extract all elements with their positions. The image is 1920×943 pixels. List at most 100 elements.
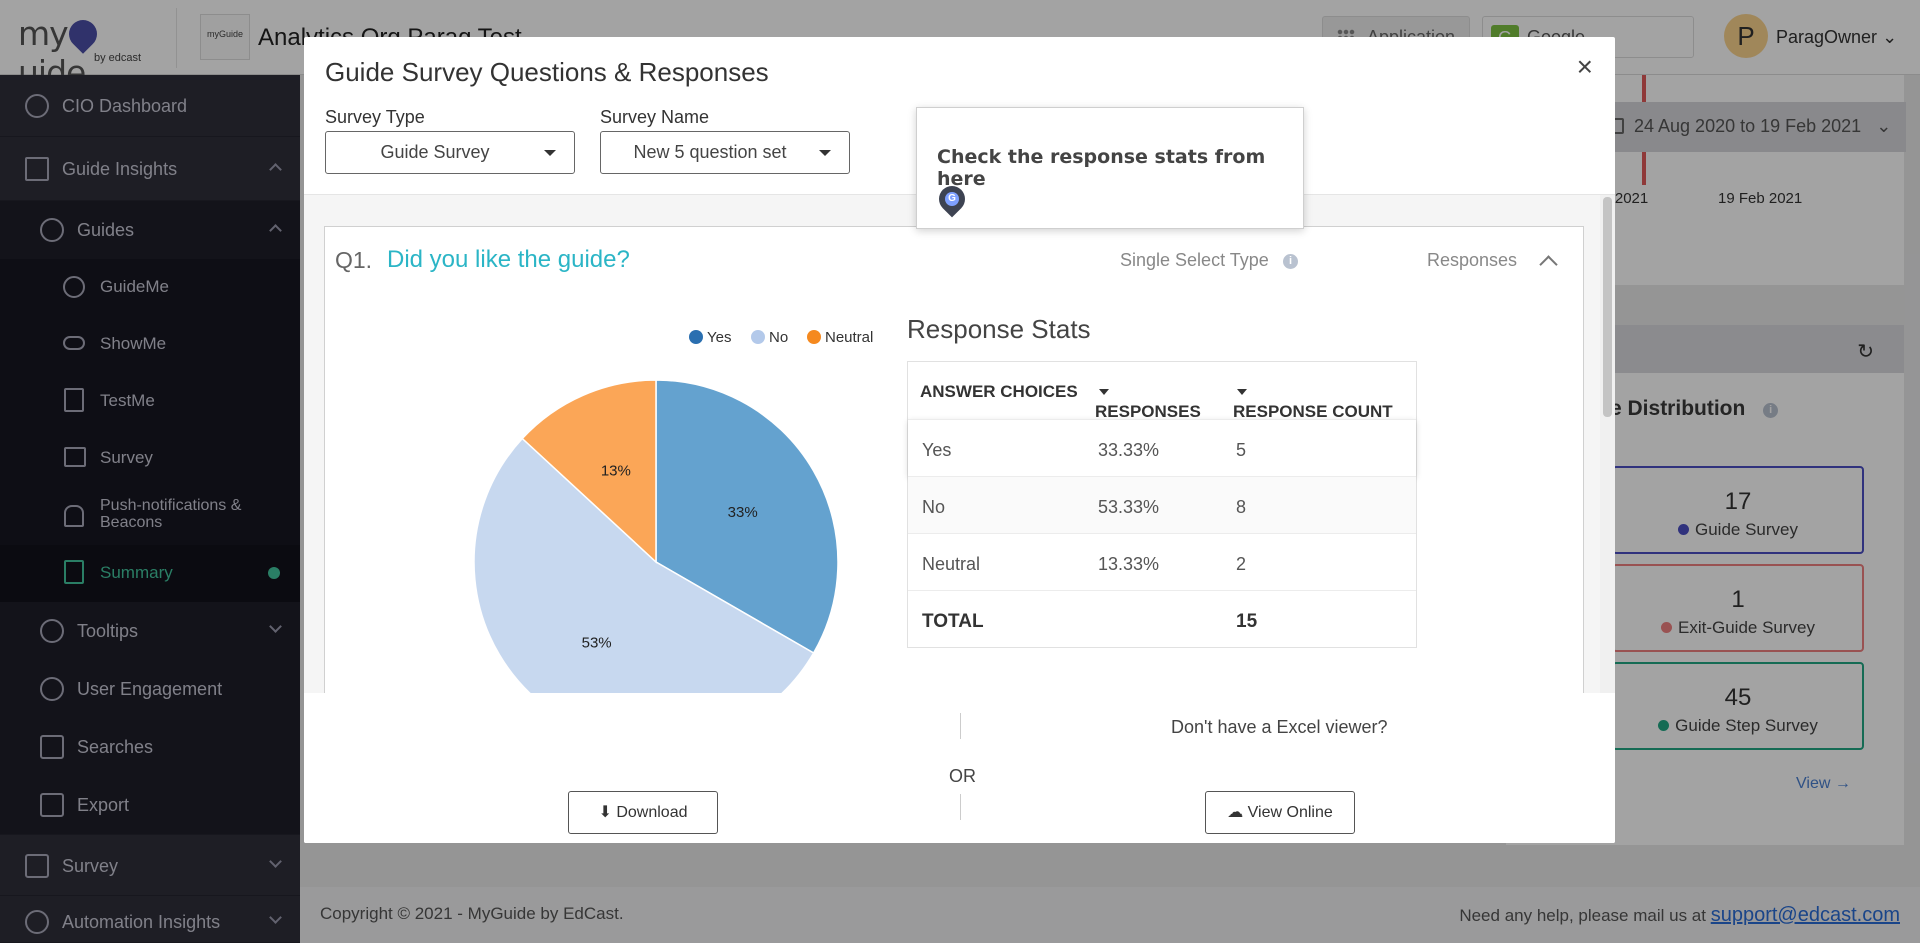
myguide-logo[interactable]: myuide by edcast	[18, 14, 158, 92]
timeline-marker	[1642, 152, 1646, 182]
sidebar-item-guideme[interactable]: GuideMe	[0, 259, 300, 316]
view-online-button[interactable]: ☁ View Online	[1205, 791, 1355, 834]
survey-type-dropdown[interactable]: Guide Survey	[325, 131, 575, 174]
sidebar-item-survey-section[interactable]: Survey	[0, 834, 300, 896]
survey-icon	[64, 447, 86, 467]
stat-exit-guide-survey[interactable]: 1 Exit-Guide Survey	[1612, 564, 1864, 652]
pie-label-neutral: 13%	[601, 462, 631, 479]
sidebar-item-cio-dashboard[interactable]: CIO Dashboard	[0, 75, 300, 137]
sidebar-item-showme[interactable]: ShowMe	[0, 316, 300, 373]
org-logo: myGuide	[200, 14, 250, 60]
pie-slice-yes[interactable]	[655, 379, 839, 655]
question-number: Q1.	[335, 247, 373, 273]
support-email-link[interactable]: support@edcast.com	[1710, 904, 1900, 926]
bell-icon	[64, 505, 84, 527]
sidebar-item-user-engagement[interactable]: User Engagement	[0, 660, 300, 718]
pie-label-yes: 33%	[728, 504, 758, 521]
total-label: TOTAL	[922, 611, 984, 632]
sidebar-item-label: Automation Insights	[62, 912, 221, 932]
cloud-icon: ☁	[1227, 804, 1244, 821]
close-icon[interactable]: ×	[1576, 51, 1593, 82]
question-card: Q1. Did you like the guide? Single Selec…	[324, 226, 1584, 693]
table-row[interactable]: Yes 33.33% 5	[908, 419, 1416, 476]
sidebar-item-automation-insights[interactable]: Automation Insights	[0, 896, 300, 943]
answer-choice: No	[922, 497, 946, 517]
sort-icon	[1099, 389, 1109, 395]
legend-item-neutral[interactable]: Neutral	[807, 329, 873, 346]
date-range-picker[interactable]: 24 Aug 2020 to 19 Feb 2021 ⌄	[1590, 102, 1906, 152]
copyright-text: Copyright © 2021 - MyGuide by EdCast.	[320, 904, 624, 923]
info-icon[interactable]: i	[1283, 254, 1298, 269]
header-divider	[176, 8, 177, 68]
scrollbar[interactable]	[1600, 195, 1615, 693]
stat-count: 1	[1731, 586, 1745, 613]
axis-label: 19 Feb 2021	[1718, 190, 1803, 207]
table-row[interactable]: Neutral 13.33% 2	[908, 533, 1416, 590]
sidebar-item-testme[interactable]: TestMe	[0, 373, 300, 430]
search-icon	[40, 735, 64, 759]
legend-item-yes[interactable]: Yes	[689, 329, 731, 346]
stat-guide-step-survey[interactable]: 45 Guide Step Survey	[1612, 662, 1864, 750]
survey-name-label: Survey Name	[600, 107, 710, 127]
stat-count: 45	[1724, 684, 1752, 711]
sidebar-item-searches[interactable]: Searches	[0, 718, 300, 776]
sidebar-item-label: Push-notifications & Beacons	[100, 497, 242, 531]
user-icon	[40, 677, 64, 701]
avatar: P	[1724, 14, 1768, 58]
chevron-up-icon[interactable]	[1539, 255, 1558, 274]
answer-choice: Neutral	[922, 554, 981, 574]
stat-guide-survey[interactable]: 17 Guide Survey	[1612, 466, 1864, 554]
chevron-down-icon: ⌄	[1882, 27, 1898, 47]
legend-item-no[interactable]: No	[751, 329, 788, 346]
caret-down-icon	[819, 150, 831, 156]
tooltip-text: Check the response stats from here	[937, 146, 1266, 190]
sidebar-item-label: Summary	[100, 563, 173, 582]
sidebar-item-summary[interactable]: Summary	[0, 545, 300, 602]
sidebar-item-guide-insights[interactable]: Guide Insights	[0, 137, 300, 201]
survey-responses-modal: Guide Survey Questions & Responses × Sur…	[304, 37, 1615, 843]
legend-dot	[1661, 622, 1672, 633]
col-header-response-count[interactable]: RESPONSE COUNT	[1233, 382, 1393, 421]
stat-label: Exit-Guide Survey	[1614, 618, 1862, 638]
chevron-down-icon: ⌄	[1876, 116, 1892, 136]
stat-label: Guide Step Survey	[1614, 716, 1862, 736]
survey-name-dropdown[interactable]: New 5 question set	[600, 131, 850, 174]
sidebar-item-tooltips[interactable]: Tooltips	[0, 602, 300, 660]
total-count: 15	[1236, 611, 1258, 632]
sidebar-item-export[interactable]: Export	[0, 776, 300, 834]
sidebar-item-guides[interactable]: Guides	[0, 201, 300, 259]
question-type: Single Select Type	[1120, 250, 1269, 270]
download-icon: ⬇	[598, 804, 612, 821]
sidebar-item-survey[interactable]: Survey	[0, 430, 300, 487]
tooltip-icon	[40, 619, 64, 643]
distribution-title: e Distribution i	[1610, 397, 1779, 421]
sidebar-item-label: Guide Insights	[62, 159, 178, 179]
response-stats-title: Response Stats	[907, 314, 1091, 344]
stat-count: 17	[1724, 488, 1752, 515]
sidebar-item-label: Survey	[100, 448, 153, 467]
scrollbar-thumb[interactable]	[1603, 197, 1612, 417]
page-footer: Copyright © 2021 - MyGuide by EdCast. Ne…	[300, 887, 1920, 943]
pie-slice-neutral[interactable]	[521, 379, 657, 564]
sidebar-item-label: Tooltips	[77, 621, 139, 641]
view-link[interactable]: View →	[1796, 775, 1851, 792]
date-range-text: 24 Aug 2020 to 19 Feb 2021	[1634, 116, 1862, 136]
binoculars-icon	[63, 336, 85, 350]
table-row[interactable]: No 53.33% 8	[908, 476, 1416, 533]
pie-slice-no[interactable]	[473, 437, 815, 693]
table-header-row: ANSWER CHOICES RESPONSES RESPONSE COUNT	[908, 362, 1416, 421]
sidebar-item-label: TestMe	[100, 391, 155, 410]
question-text: Did you like the guide?	[387, 246, 630, 273]
refresh-icon[interactable]: ↻	[1857, 341, 1874, 363]
questions-scroll-area[interactable]: Q1. Did you like the guide? Single Selec…	[304, 195, 1600, 693]
sidebar-item-label: Export	[77, 795, 130, 815]
sidebar-item-label: User Engagement	[77, 679, 223, 699]
clipboard-icon	[64, 388, 84, 412]
response-pct: 33.33%	[1098, 440, 1160, 460]
download-label: Download	[616, 804, 688, 821]
divider	[960, 713, 961, 739]
download-button[interactable]: ⬇ Download	[568, 791, 718, 834]
gear-icon	[25, 910, 49, 934]
col-header-responses[interactable]: RESPONSES	[1095, 382, 1201, 421]
sidebar-item-push-notifications[interactable]: Push-notifications & Beacons	[0, 487, 300, 545]
